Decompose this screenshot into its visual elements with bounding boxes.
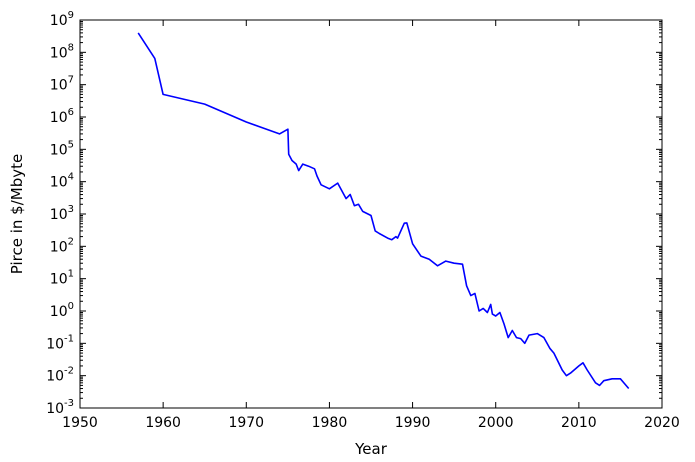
x-axis-title: Year [354,440,388,458]
y-tick-label: 108 [50,42,74,61]
x-tick-label: 1960 [145,415,181,431]
y-tick-label: 104 [50,172,74,191]
x-tick-label: 1980 [312,415,348,431]
x-tick-label: 2000 [478,415,514,431]
y-tick-label: 102 [50,236,74,255]
y-tick-label: 107 [50,75,74,94]
x-tick-label: 2020 [644,415,680,431]
x-tick-label: 1950 [62,415,98,431]
plot-frame [79,19,663,409]
y-tick-label: 105 [50,139,74,158]
x-tick-label: 1970 [228,415,264,431]
y-axis-title: Pirce in $/Mbyte [8,154,26,274]
x-tick-label: 2010 [561,415,597,431]
ticks-layer: 1950 1960 1970 1980 1990 2000 2010 2020 10-3 10-2… [46,10,680,431]
x-tick-label: 1990 [395,415,431,431]
y-tick-label: 106 [50,107,74,126]
series-line-price [137,32,630,390]
y-tick-label: 101 [50,269,74,288]
y-tick-label: 103 [50,204,74,223]
y-tick-label: 10-3 [46,398,74,417]
y-tick-label: 10-1 [46,333,74,352]
y-tick-label: 109 [50,10,74,29]
y-tick-label: 10-2 [46,366,74,385]
y-tick-label: 100 [50,301,74,320]
